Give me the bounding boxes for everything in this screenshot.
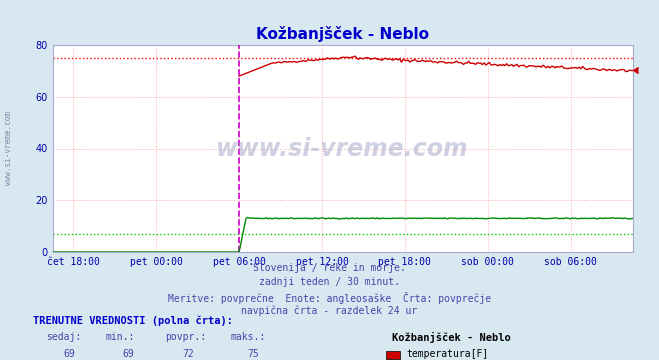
Text: min.:: min.: <box>105 332 135 342</box>
Text: Kožbanjšček - Neblo: Kožbanjšček - Neblo <box>392 332 511 343</box>
Text: maks.:: maks.: <box>231 332 266 342</box>
Text: 72: 72 <box>182 349 194 359</box>
Text: 69: 69 <box>123 349 134 359</box>
Text: navpična črta - razdelek 24 ur: navpična črta - razdelek 24 ur <box>241 306 418 316</box>
Title: Kožbanjšček - Neblo: Kožbanjšček - Neblo <box>256 26 429 42</box>
Text: www.si-vreme.com: www.si-vreme.com <box>4 111 13 185</box>
Text: www.si-vreme.com: www.si-vreme.com <box>216 136 469 161</box>
Text: zadnji teden / 30 minut.: zadnji teden / 30 minut. <box>259 277 400 287</box>
Text: Slovenija / reke in morje.: Slovenija / reke in morje. <box>253 263 406 273</box>
Text: 69: 69 <box>63 349 75 359</box>
Text: temperatura[F]: temperatura[F] <box>407 349 489 359</box>
Text: sedaj:: sedaj: <box>46 332 81 342</box>
Text: Meritve: povprečne  Enote: angleosaške  Črta: povprečje: Meritve: povprečne Enote: angleosaške Čr… <box>168 292 491 303</box>
Text: povpr.:: povpr.: <box>165 332 206 342</box>
Text: 75: 75 <box>248 349 260 359</box>
Text: TRENUTNE VREDNOSTI (polna črta):: TRENUTNE VREDNOSTI (polna črta): <box>33 315 233 325</box>
